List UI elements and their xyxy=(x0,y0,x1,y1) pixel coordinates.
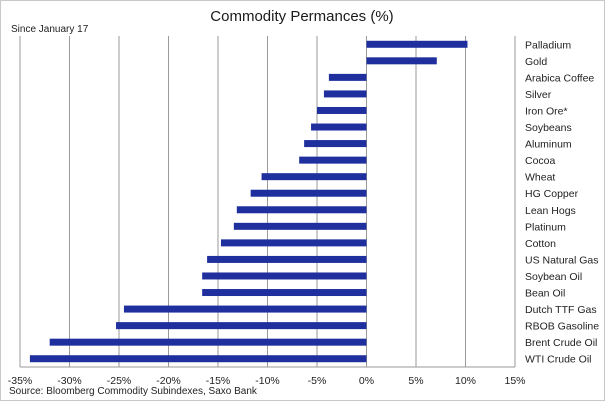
category-label: Cotton xyxy=(525,238,556,250)
category-label: RBOB Gasoline xyxy=(525,321,599,333)
category-label: US Natural Gas xyxy=(525,254,599,266)
category-label: Brent Crude Oil xyxy=(525,337,597,349)
bar xyxy=(366,40,468,48)
bar xyxy=(49,338,367,346)
category-label: Dutch TTF Gas xyxy=(525,304,597,316)
bar xyxy=(233,222,367,230)
gridlines xyxy=(19,36,516,368)
x-axis-ticks: -35% -30% -25% -20% -15% -10% -5% 0% 5% 10% 15% xyxy=(8,375,526,387)
category-label: Platinum xyxy=(525,221,566,233)
category-label: WTI Crude Oil xyxy=(525,354,592,366)
category-label: Palladium xyxy=(525,39,571,51)
category-label: Aluminum xyxy=(525,139,572,151)
x-tick-label: -10% xyxy=(255,375,280,387)
bar xyxy=(311,123,367,131)
category-label: HG Copper xyxy=(525,188,579,200)
bar xyxy=(29,355,367,363)
category-label: Arabica Coffee xyxy=(525,72,594,84)
bar xyxy=(202,272,367,280)
bar xyxy=(323,90,367,98)
x-tick-label: 10% xyxy=(455,375,476,387)
category-label: Lean Hogs xyxy=(525,205,576,217)
bar xyxy=(207,255,367,263)
bar xyxy=(366,57,437,65)
bar xyxy=(317,106,367,114)
category-label: Iron Ore* xyxy=(525,105,568,117)
category-label: Soybeans xyxy=(525,122,572,134)
bar xyxy=(123,305,367,313)
bar xyxy=(299,156,367,164)
x-tick-label: 15% xyxy=(504,375,525,387)
chart-source: Source: Bloomberg Commodity Subindexes, … xyxy=(9,386,258,397)
bar xyxy=(202,289,367,297)
x-tick-label: 0% xyxy=(359,375,374,387)
x-tick-label: -20% xyxy=(156,375,181,387)
category-label: Silver xyxy=(525,89,552,101)
x-tick-label: -30% xyxy=(57,375,82,387)
bar xyxy=(236,206,367,214)
bar xyxy=(328,73,367,81)
category-label: Soybean Oil xyxy=(525,271,582,283)
category-label: Bean Oil xyxy=(525,288,565,300)
bar xyxy=(261,173,367,181)
bar xyxy=(250,189,367,197)
category-label: Wheat xyxy=(525,172,555,184)
bars xyxy=(29,40,468,363)
bar xyxy=(220,239,367,247)
bar xyxy=(116,322,367,330)
x-tick-label: -15% xyxy=(206,375,231,387)
category-labels: Palladium Gold Arabica Coffee Silver Iron Or… xyxy=(525,39,599,365)
x-tick-label: 5% xyxy=(408,375,423,387)
chart-title: Commodity Permances (%) xyxy=(210,8,393,25)
x-tick-label: -35% xyxy=(8,375,33,387)
category-label: Gold xyxy=(525,56,547,68)
x-tick-label: -25% xyxy=(107,375,132,387)
chart-subtitle: Since January 17 xyxy=(11,24,89,35)
x-tick-label: -5% xyxy=(308,375,327,387)
category-label: Cocoa xyxy=(525,155,556,167)
bar xyxy=(304,140,367,148)
